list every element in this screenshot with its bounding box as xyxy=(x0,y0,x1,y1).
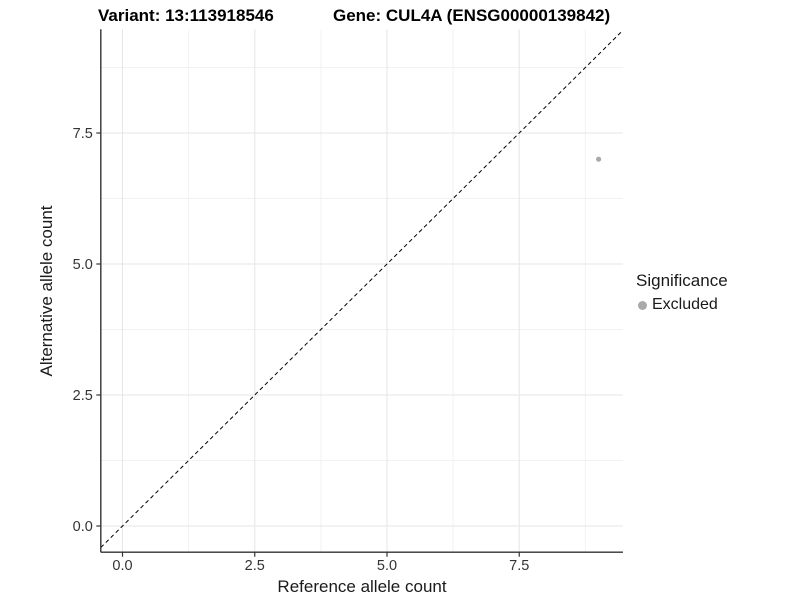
identity-line xyxy=(100,29,624,548)
variant-title: Variant: 13:113918546 xyxy=(98,6,274,25)
gene-title: Gene: CUL4A (ENSG00000139842) xyxy=(333,6,611,25)
legend-title: Significance xyxy=(636,271,728,290)
x-tick-label: 0.0 xyxy=(112,558,132,574)
y-tick-label: 0.0 xyxy=(73,519,93,535)
y-tick-label: 5.0 xyxy=(73,257,93,273)
legend: Significance Excluded xyxy=(636,271,728,314)
x-tick-label: 2.5 xyxy=(245,558,265,574)
x-tick-label: 7.5 xyxy=(509,558,529,574)
legend-key-dot-icon xyxy=(638,300,647,310)
y-axis-title: Alternative allele count xyxy=(37,205,56,377)
legend-item-excluded: Excluded xyxy=(638,296,728,314)
legend-label-excluded: Excluded xyxy=(652,296,718,313)
y-tick-label: 2.5 xyxy=(73,388,93,404)
y-tick-label: 7.5 xyxy=(73,126,93,142)
x-axis-title: Reference allele count xyxy=(277,577,447,596)
data-point xyxy=(596,156,602,162)
x-tick-label: 5.0 xyxy=(377,558,397,574)
